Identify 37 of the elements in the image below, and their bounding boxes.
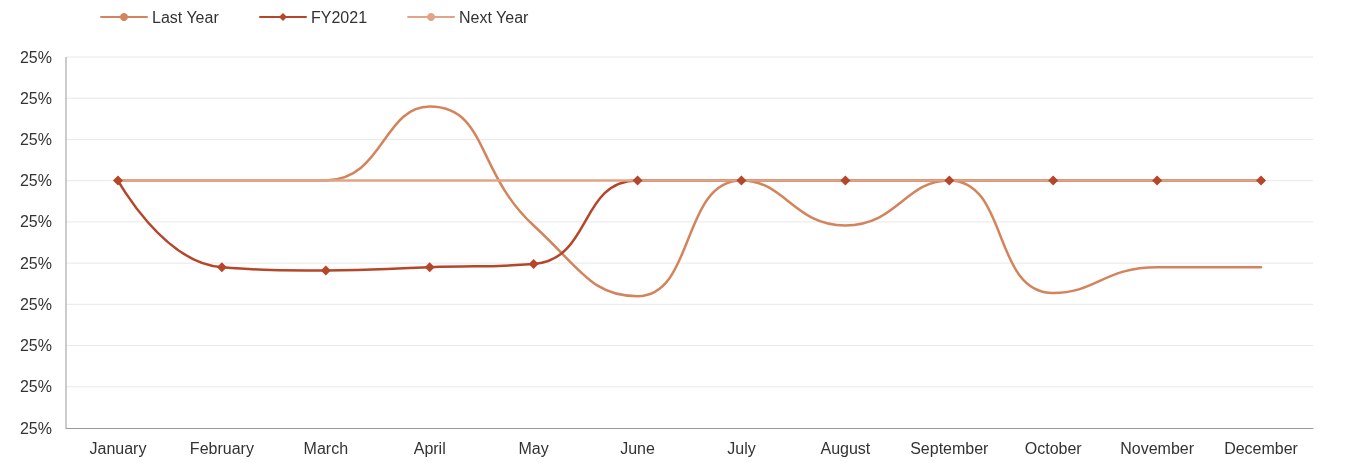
text: 25% [19, 378, 52, 396]
text: 25% [19, 337, 52, 355]
point [1256, 175, 1267, 186]
text: 25% [19, 89, 52, 107]
point [424, 262, 435, 273]
x-tick-label: October [1024, 439, 1083, 457]
legend-label: Next Year [459, 8, 530, 26]
text: 25% [19, 295, 52, 313]
point [632, 175, 643, 186]
x-tick-label: April [413, 439, 446, 457]
x-tick-label: September [910, 439, 990, 457]
x-tick-label: March [303, 439, 349, 457]
text: 25% [19, 254, 52, 272]
x-tick-label: August [820, 439, 871, 457]
point [528, 259, 539, 270]
x-tick-label: July [727, 439, 756, 457]
legend-label: FY2021 [311, 8, 368, 26]
point [320, 265, 331, 276]
point [944, 175, 955, 186]
point [736, 175, 747, 186]
point [840, 175, 851, 186]
point [1152, 175, 1163, 186]
x-tick-label: January [89, 439, 147, 457]
x-tick-label: June [620, 439, 655, 457]
point [112, 175, 123, 186]
text: 25% [19, 130, 52, 148]
legend-label: Last Year [152, 8, 220, 26]
text: 25% [19, 48, 52, 66]
point [216, 262, 227, 273]
x-tick-label: December [1224, 439, 1299, 457]
x-tick-label: May [518, 439, 549, 457]
x-tick-label: February [189, 439, 254, 457]
text: 25% [19, 419, 52, 437]
x-tick-label: November [1120, 439, 1195, 457]
point [1048, 175, 1059, 186]
text: 25% [19, 172, 52, 190]
text: 25% [19, 213, 52, 231]
